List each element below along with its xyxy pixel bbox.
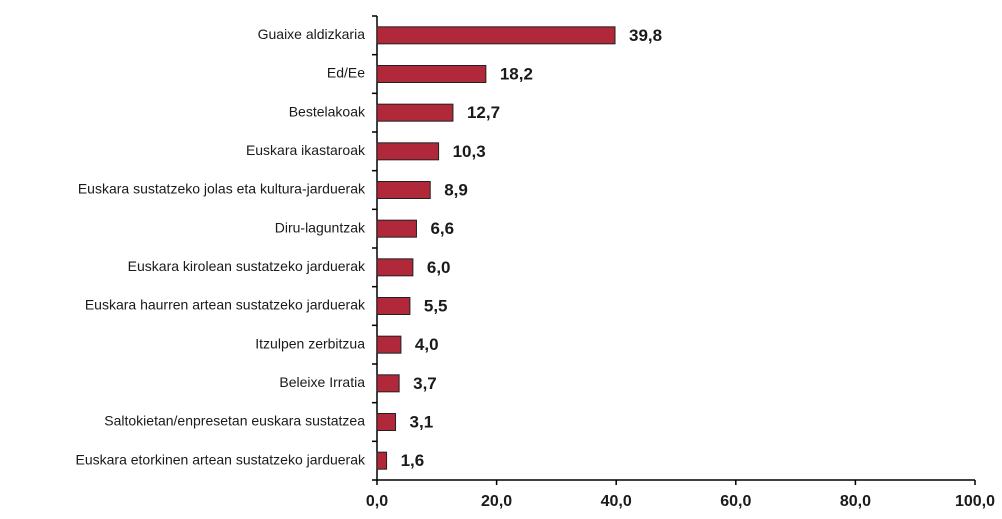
bar [376,258,414,277]
bar [376,374,400,393]
data-label: 5,5 [424,296,448,315]
data-label: 4,0 [415,335,439,354]
data-label: 39,8 [629,26,662,45]
data-label: 12,7 [467,103,500,122]
x-tick-label: 0,0 [366,493,388,510]
bar [376,142,440,161]
y-tick-label: Ed/Ee [327,65,365,81]
bar [376,65,487,83]
x-tick-label: 80,0 [840,493,871,510]
x-tick-label: 100,0 [955,493,995,510]
y-tick-label: Beleixe Irratia [279,374,365,390]
bar [376,103,454,122]
x-tick-label: 20,0 [481,493,512,510]
bar [376,335,402,354]
data-label: 1,6 [401,451,425,470]
y-tick-label: Guaixe aldizkaria [258,26,366,42]
bar [376,181,431,199]
x-tick-label: 60,0 [720,493,751,510]
y-tick-label: Euskara kirolean sustatzeko jarduerak [128,258,366,274]
data-label: 10,3 [453,142,486,161]
data-label: 18,2 [500,64,533,83]
data-label: 8,9 [444,180,468,199]
y-tick-label: Euskara haurren artean sustatzeko jardue… [85,297,366,313]
bar [376,413,397,431]
y-tick-label: Diru-laguntzak [275,219,366,235]
bar [376,297,411,315]
data-label: 6,6 [430,219,454,238]
y-tick-label: Itzulpen zerbitzua [255,335,365,351]
y-tick-label: Euskara ikastaroak [246,142,366,158]
data-label: 6,0 [427,258,451,277]
data-label: 3,7 [413,374,437,393]
y-tick-label: Euskara etorkinen artean sustatzeko jard… [76,451,366,467]
bar [376,451,388,470]
y-tick-label: Saltokietan/enpresetan euskara sustatzea [104,413,365,429]
data-label: 3,1 [410,412,434,431]
y-tick-label: Euskara sustatzeko jolas eta kultura-jar… [78,181,366,197]
y-tick-label: Bestelakoak [289,103,366,119]
x-tick-label: 40,0 [601,493,632,510]
bar [376,219,417,238]
bar [376,26,616,45]
